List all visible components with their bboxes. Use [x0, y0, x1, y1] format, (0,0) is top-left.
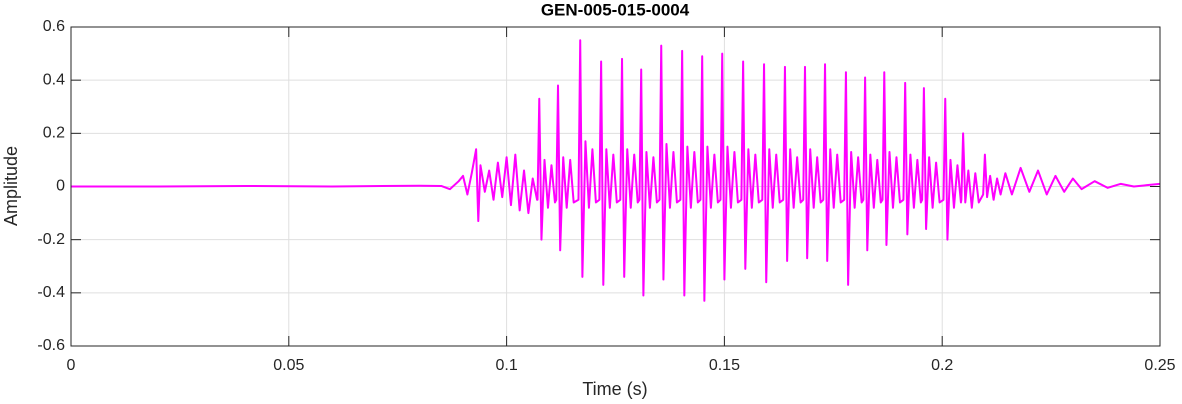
- waveform-line: [71, 39, 1161, 302]
- x-tick-label: 0: [67, 357, 76, 374]
- x-tick-label: 0.1: [495, 357, 517, 374]
- y-tick-label: 0.6: [43, 18, 65, 35]
- x-tick-label: 0.05: [273, 357, 304, 374]
- y-tick-label: -0.2: [37, 231, 65, 248]
- x-tick-label: 0.15: [709, 357, 740, 374]
- x-axis-label: Time (s): [582, 379, 647, 399]
- y-tick-label: -0.6: [37, 337, 65, 354]
- y-tick-label: 0: [56, 178, 65, 195]
- y-tick-label: 0.4: [43, 71, 65, 88]
- y-axis-label: Amplitude: [1, 146, 21, 226]
- x-tick-label: 0.25: [1144, 357, 1175, 374]
- x-tick-label: 0.2: [931, 357, 953, 374]
- y-tick-label: 0.2: [43, 125, 65, 142]
- y-tick-label: -0.4: [37, 284, 65, 301]
- chart-title: GEN-005-015-0004: [541, 0, 690, 19]
- axes-box: [70, 26, 1161, 347]
